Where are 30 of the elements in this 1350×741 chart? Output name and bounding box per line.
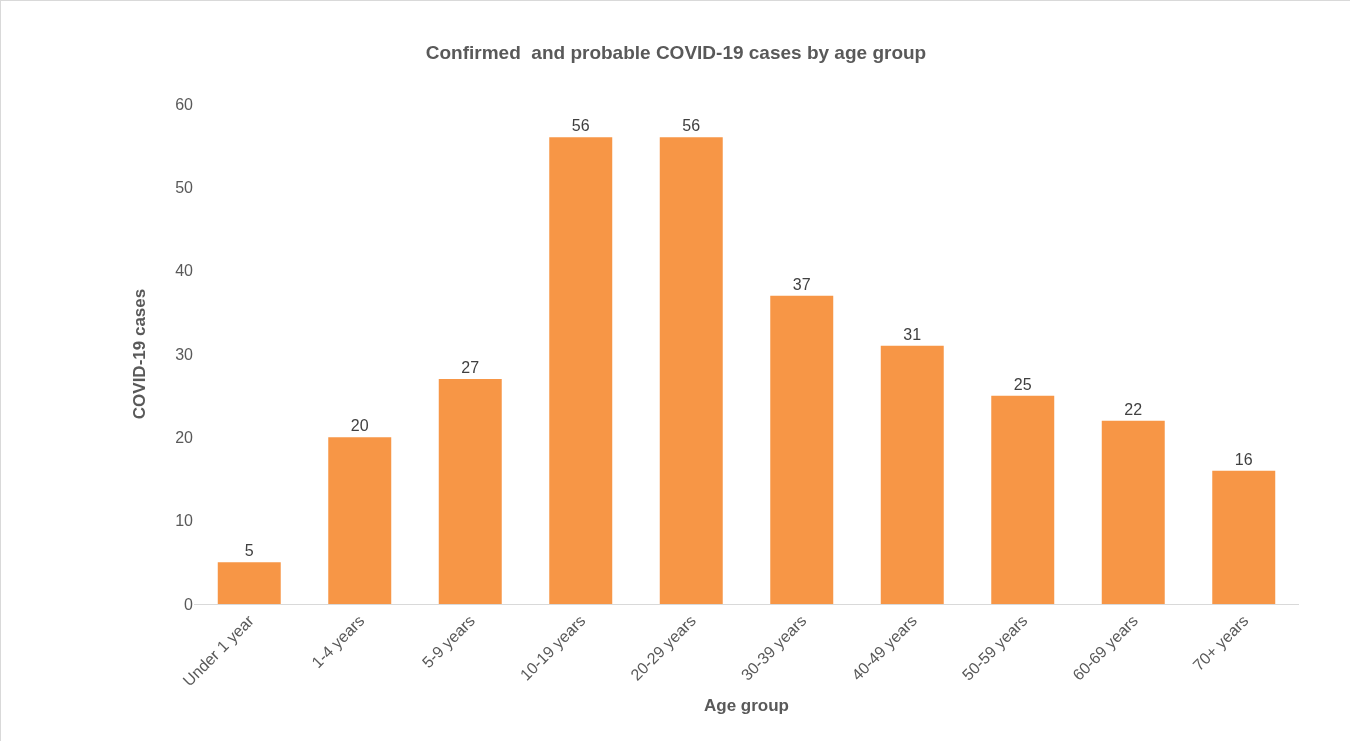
bar: [880, 345, 944, 604]
chart-title: Confirmed and probable COVID-19 cases by age group: [425, 41, 927, 63]
bar: [549, 137, 613, 604]
y-tick-label: 0: [184, 595, 194, 613]
y-tick-label: 40: [175, 262, 194, 280]
y-tick-label: 60: [175, 95, 194, 113]
bar: [770, 295, 834, 604]
y-tick-label: 20: [175, 428, 194, 446]
bar: [659, 137, 723, 604]
data-label: 16: [1234, 450, 1253, 468]
data-label: 22: [1124, 400, 1143, 418]
data-label: 20: [350, 417, 369, 435]
y-tick-label: 30: [175, 345, 194, 363]
bar: [1101, 420, 1165, 604]
data-label: 56: [682, 117, 701, 135]
data-label: 37: [792, 275, 811, 293]
y-tick-label: 50: [175, 178, 194, 196]
data-label: 5: [244, 542, 254, 560]
bar: [1212, 470, 1276, 604]
data-label: 56: [571, 117, 590, 135]
y-axis-title: COVID-19 cases: [129, 288, 149, 420]
bar: [328, 437, 392, 604]
bar: [438, 379, 502, 604]
bar: [217, 562, 281, 604]
x-axis-title: Age group: [704, 695, 789, 715]
data-label: 31: [903, 325, 922, 343]
data-label: 27: [461, 359, 480, 376]
data-label: 25: [1013, 375, 1032, 393]
bar: [991, 395, 1055, 604]
y-tick-label: 10: [175, 512, 194, 530]
